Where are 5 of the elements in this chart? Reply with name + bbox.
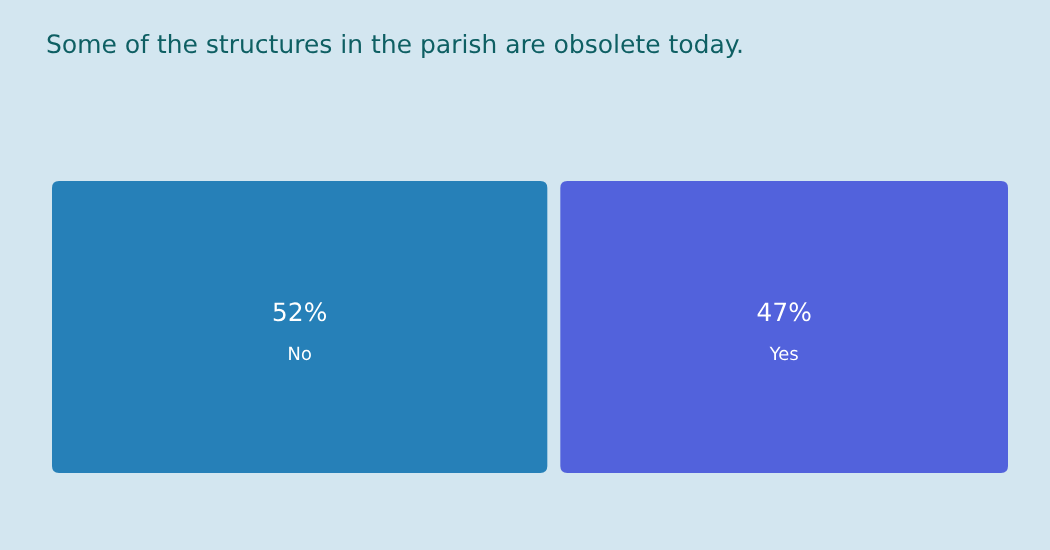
data-label: 52%: [273, 302, 327, 322]
data-label: 47%: [757, 302, 811, 322]
category-label: No: [289, 346, 311, 361]
text: Some of the structures in the parish are obsolete today.: [47, 33, 742, 59]
category-label: Yes: [769, 346, 798, 361]
